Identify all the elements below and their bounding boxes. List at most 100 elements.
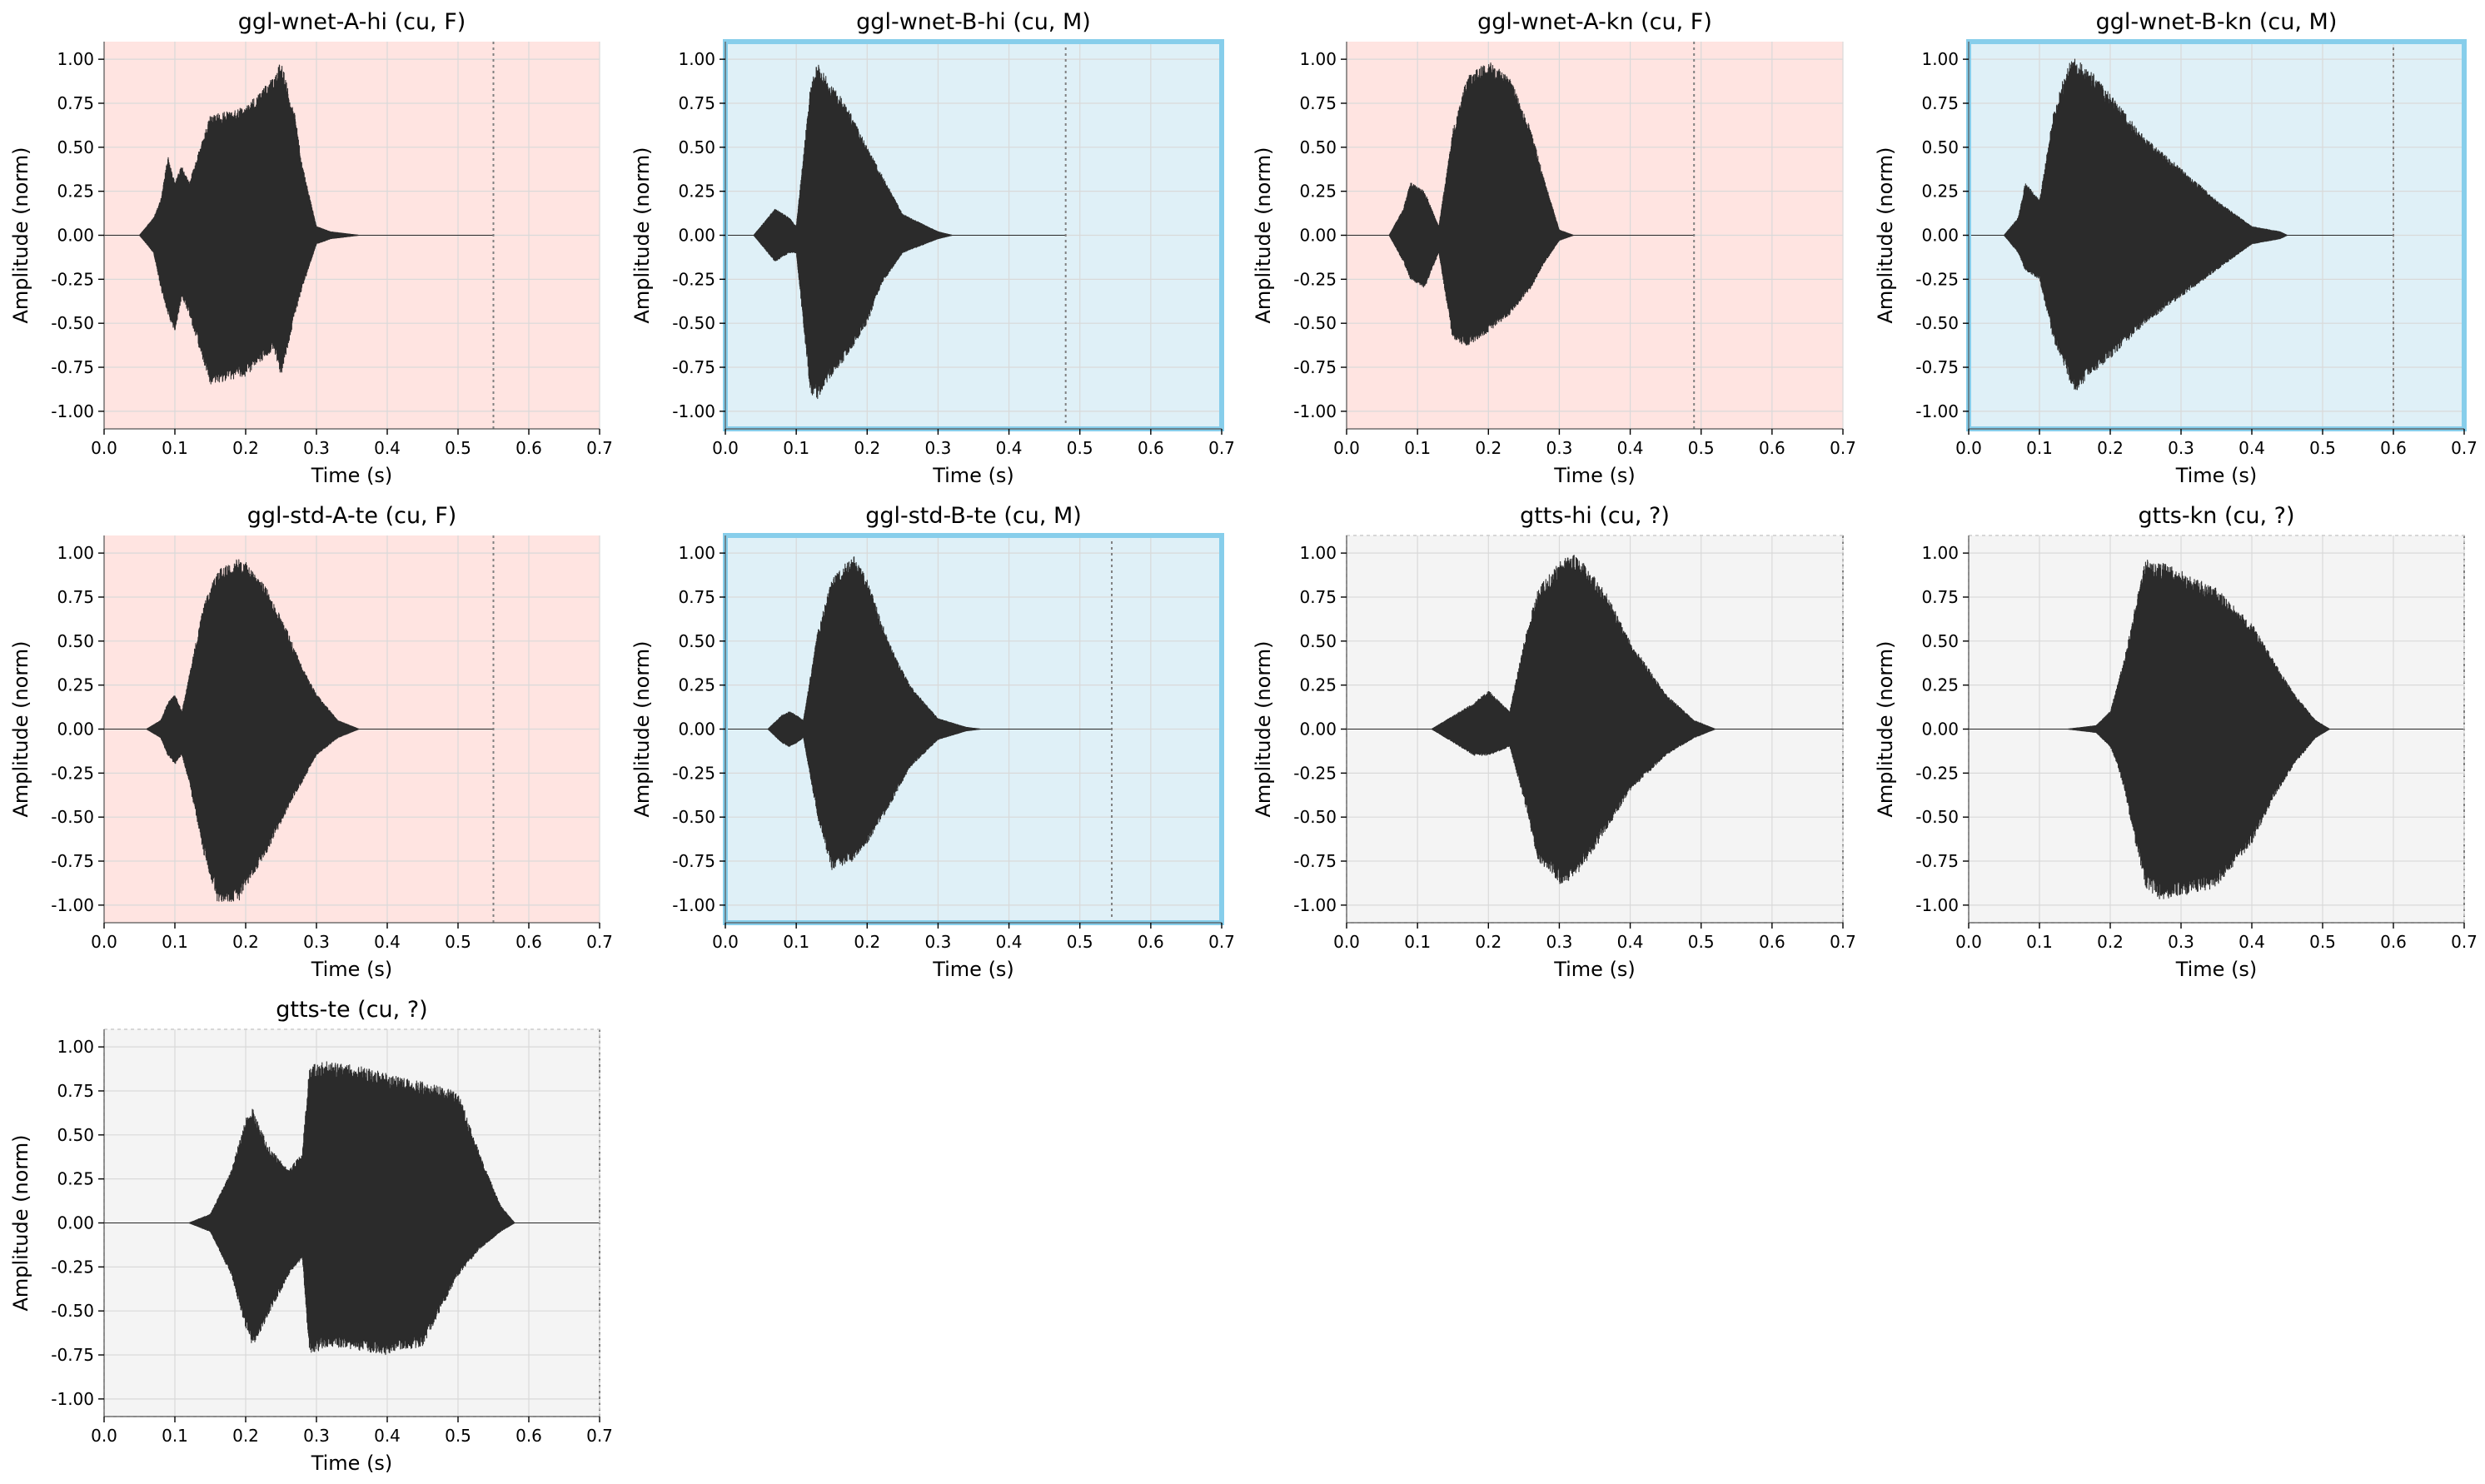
x-tick-label: 0.3	[303, 438, 330, 458]
x-tick-label: 0.7	[586, 932, 613, 952]
x-tick-label: 0.0	[91, 1426, 117, 1446]
subplot-title: ggl-wnet-B-kn (cu, M)	[2096, 9, 2338, 35]
y-tick-label: -0.75	[51, 851, 94, 871]
y-tick-label: -0.25	[51, 1257, 94, 1277]
y-tick-label: -0.50	[1293, 313, 1337, 333]
x-tick-label: 0.3	[1546, 438, 1573, 458]
y-tick-label: 0.00	[57, 720, 94, 740]
y-tick-label: -0.50	[51, 1301, 94, 1321]
y-tick-label: 0.00	[57, 226, 94, 246]
y-tick-label: 0.00	[1921, 720, 1959, 740]
y-axis-label: Amplitude (norm)	[9, 640, 32, 817]
x-tick-label: 0.2	[1475, 438, 1501, 458]
x-tick-label: 0.3	[303, 932, 330, 952]
subplot-9: 0.0 0.1 0.2 0.3 0.4 0.5 0.6 0.7 -1.00 -0.75 -0.50 -…	[9, 997, 613, 1475]
y-tick-label: 1.00	[1921, 543, 1959, 563]
x-tick-label: 0.0	[91, 438, 117, 458]
x-tick-label: 0.1	[2026, 932, 2053, 952]
subplot-title: gtts-hi (cu, ?)	[1520, 503, 1670, 529]
y-tick-label: 0.00	[1299, 720, 1337, 740]
y-tick-label: 0.50	[1921, 137, 1959, 157]
y-tick-label: 1.00	[1299, 543, 1337, 563]
x-axis-label: Time (s)	[1553, 958, 1636, 981]
y-tick-label: -0.75	[1293, 357, 1337, 377]
x-tick-label: 0.2	[232, 438, 259, 458]
x-tick-label: 0.4	[1617, 932, 1644, 952]
x-tick-label: 0.2	[2097, 438, 2124, 458]
subplot-title: gtts-te (cu, ?)	[276, 997, 427, 1023]
y-axis-label: Amplitude (norm)	[9, 1134, 32, 1311]
y-tick-label: 0.50	[678, 137, 715, 157]
y-tick-label: 0.25	[1299, 182, 1337, 202]
y-tick-label: -0.75	[51, 1345, 94, 1365]
y-tick-label: -0.50	[1915, 313, 1959, 333]
subplot-title: ggl-std-A-te (cu, F)	[247, 503, 457, 529]
x-tick-label: 0.3	[2168, 438, 2194, 458]
x-axis-label: Time (s)	[2175, 464, 2258, 487]
x-tick-label: 0.2	[232, 932, 259, 952]
x-tick-label: 0.2	[2097, 932, 2124, 952]
subplot-2: 0.0 0.1 0.2 0.3 0.4 0.5 0.6 0.7 -1.00 -0.75 -0.50 -…	[630, 9, 1235, 487]
y-tick-label: -0.50	[51, 313, 94, 333]
y-tick-label: 1.00	[678, 543, 715, 563]
x-tick-label: 0.0	[1955, 438, 1982, 458]
y-axis-label: Amplitude (norm)	[1252, 640, 1275, 817]
waveform-series	[103, 64, 494, 385]
waveform-series	[1968, 560, 2465, 899]
x-tick-label: 0.4	[996, 438, 1023, 458]
x-tick-label: 0.0	[712, 932, 739, 952]
waveform-series	[725, 556, 1113, 870]
y-tick-label: -1.00	[1293, 895, 1337, 915]
y-tick-label: 0.75	[1299, 93, 1337, 113]
y-axis-label: Amplitude (norm)	[630, 147, 654, 323]
x-tick-label: 0.7	[2451, 932, 2478, 952]
x-tick-label: 0.5	[1688, 438, 1715, 458]
x-tick-label: 0.5	[1067, 932, 1093, 952]
subplot-5: 0.0 0.1 0.2 0.3 0.4 0.5 0.6 0.7 -1.00 -0.75 -0.50 -…	[9, 503, 613, 981]
subplot-4: 0.0 0.1 0.2 0.3 0.4 0.5 0.6 0.7 -1.00 -0.75 -0.50 -…	[1874, 9, 2478, 487]
x-tick-label: 0.1	[783, 932, 809, 952]
x-tick-label: 0.5	[2309, 932, 2336, 952]
x-tick-label: 0.5	[1688, 932, 1715, 952]
x-tick-label: 0.1	[162, 932, 188, 952]
x-tick-label: 0.1	[1404, 438, 1431, 458]
y-tick-label: -0.50	[1293, 807, 1337, 827]
x-tick-label: 0.6	[515, 1426, 542, 1446]
x-tick-label: 0.2	[854, 932, 880, 952]
x-tick-label: 0.0	[1333, 932, 1360, 952]
x-axis-label: Time (s)	[932, 464, 1014, 487]
y-tick-label: 1.00	[678, 49, 715, 69]
subplot-6: 0.0 0.1 0.2 0.3 0.4 0.5 0.6 0.7 -1.00 -0.75 -0.50 -…	[630, 503, 1235, 981]
y-tick-label: -0.50	[51, 807, 94, 827]
x-tick-label: 0.4	[374, 1426, 401, 1446]
y-tick-label: 0.25	[57, 675, 94, 695]
y-tick-label: -0.25	[672, 269, 715, 289]
y-tick-label: -0.25	[51, 269, 94, 289]
y-axis-label: Amplitude (norm)	[1874, 640, 1897, 817]
y-tick-label: -1.00	[1915, 401, 1959, 421]
x-tick-label: 0.7	[2451, 438, 2478, 458]
y-tick-label: 0.00	[678, 226, 715, 246]
x-tick-label: 0.7	[586, 1426, 613, 1446]
x-tick-label: 0.6	[1759, 932, 1785, 952]
y-tick-label: -0.25	[672, 763, 715, 783]
x-axis-label: Time (s)	[311, 1452, 393, 1475]
y-tick-label: -0.25	[1293, 269, 1337, 289]
y-axis-label: Amplitude (norm)	[9, 147, 32, 323]
plot-frame	[1968, 535, 2465, 924]
y-tick-label: 1.00	[57, 49, 94, 69]
y-tick-label: 1.00	[57, 1037, 94, 1057]
y-axis-label: Amplitude (norm)	[1252, 147, 1275, 323]
y-tick-label: 0.00	[678, 720, 715, 740]
y-tick-label: -0.75	[672, 851, 715, 871]
y-tick-label: 0.75	[57, 1081, 94, 1101]
x-axis-label: Time (s)	[932, 958, 1014, 981]
y-tick-label: 0.25	[1299, 675, 1337, 695]
plot-frame	[103, 1028, 600, 1417]
x-tick-label: 0.1	[2026, 438, 2053, 458]
y-tick-label: 0.00	[57, 1213, 94, 1233]
x-tick-label: 0.4	[996, 932, 1023, 952]
x-tick-label: 0.4	[374, 438, 401, 458]
x-tick-label: 0.0	[1955, 932, 1982, 952]
subplot-8: 0.0 0.1 0.2 0.3 0.4 0.5 0.6 0.7 -1.00 -0.75 -0.50 -…	[1874, 503, 2478, 981]
